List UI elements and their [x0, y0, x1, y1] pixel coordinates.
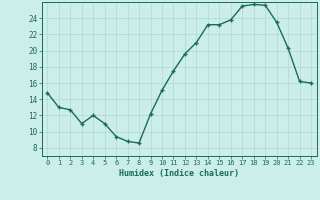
X-axis label: Humidex (Indice chaleur): Humidex (Indice chaleur) — [119, 169, 239, 178]
